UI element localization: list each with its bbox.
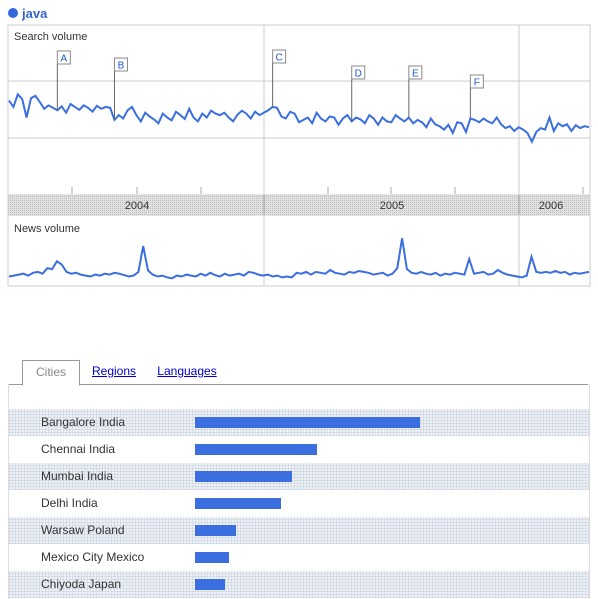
- city-row: Warsaw Poland: [9, 517, 589, 544]
- city-bar: [195, 444, 317, 455]
- tab-cities[interactable]: Cities: [22, 360, 80, 386]
- annotation-label-E: E: [412, 69, 419, 80]
- annotation-flag-B: [113, 57, 128, 72]
- annotation-flag-C: [272, 49, 287, 64]
- annotation-flag-A: [56, 50, 71, 65]
- city-name: Mexico City Mexico: [41, 550, 145, 564]
- annotation-label-F: F: [474, 78, 480, 89]
- legend: java: [8, 5, 47, 21]
- news-volume-line: [8, 238, 590, 280]
- tab-bar: Cities Regions Languages: [8, 360, 588, 386]
- axis-label-2005: 2005: [380, 200, 404, 212]
- city-row: Chennai India: [9, 436, 589, 463]
- city-bar-chart: Bangalore India Chennai India Mumbai India…: [9, 409, 589, 598]
- tab-languages[interactable]: Languages: [157, 364, 217, 378]
- city-row: Chiyoda Japan: [9, 571, 589, 598]
- axis-label-2004: 2004: [125, 200, 149, 212]
- annotation-flag-F: [469, 74, 484, 89]
- city-bar: [195, 552, 229, 563]
- city-name: Warsaw Poland: [41, 523, 125, 537]
- city-row: Delhi India: [9, 490, 589, 517]
- city-bar: [195, 417, 420, 428]
- city-row: Bangalore India: [9, 409, 589, 436]
- city-row: Mumbai India: [9, 463, 589, 490]
- city-name: Mumbai India: [41, 469, 114, 483]
- annotation-flag-E: [408, 65, 423, 80]
- city-bar: [195, 498, 281, 509]
- annotation-flag-D: [351, 65, 366, 80]
- search-volume-title: Search volume: [14, 31, 87, 43]
- city-bar: [195, 579, 226, 590]
- city-bar: [195, 525, 236, 536]
- time-axis-band: [7, 194, 591, 216]
- search-volume-line: [8, 92, 590, 145]
- tab-regions[interactable]: Regions: [91, 364, 137, 378]
- series-color-dot: [8, 8, 18, 18]
- city-name: Delhi India: [41, 496, 98, 510]
- legend-term: java: [22, 5, 48, 21]
- annotation-label-B: B: [118, 61, 125, 72]
- annotation-label-A: A: [60, 54, 67, 65]
- search-volume-panel: [7, 24, 591, 196]
- axis-label-2006: 2006: [539, 200, 563, 212]
- city-name: Chennai India: [41, 442, 116, 456]
- news-volume-title: News volume: [14, 223, 80, 235]
- cities-panel: Bangalore India Chennai India Mumbai India…: [8, 384, 590, 599]
- city-row: Mexico City Mexico: [9, 544, 589, 571]
- annotation-label-C: C: [276, 53, 283, 64]
- city-name: Bangalore India: [41, 415, 126, 429]
- city-bar: [195, 471, 292, 482]
- annotation-label-D: D: [355, 69, 362, 80]
- trends-chart: Search volume 2004 2005 2006 A B C D E F News volu…: [7, 24, 591, 287]
- city-name: Chiyoda Japan: [41, 577, 122, 591]
